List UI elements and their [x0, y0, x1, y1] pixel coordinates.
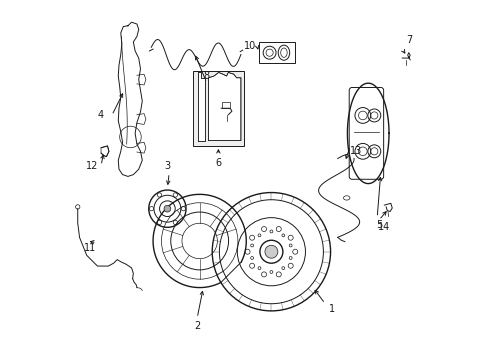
Text: 8: 8: [203, 71, 209, 81]
Circle shape: [163, 205, 170, 212]
Text: 13: 13: [349, 146, 361, 156]
Text: 5: 5: [375, 220, 381, 230]
Bar: [192, 71, 244, 146]
Circle shape: [264, 245, 277, 258]
Polygon shape: [198, 72, 204, 140]
Polygon shape: [208, 72, 241, 140]
Text: 11: 11: [83, 243, 96, 253]
Bar: [222, 102, 230, 108]
Text: 7: 7: [406, 35, 412, 45]
Text: 9: 9: [218, 118, 224, 128]
Text: 4: 4: [98, 111, 104, 121]
Polygon shape: [101, 146, 109, 157]
Text: 6: 6: [215, 158, 221, 168]
Text: 3: 3: [164, 161, 170, 171]
Text: 14: 14: [377, 222, 390, 231]
Text: 12: 12: [86, 161, 98, 171]
Bar: [258, 42, 294, 63]
Text: 2: 2: [194, 321, 200, 331]
Text: 10: 10: [243, 41, 256, 50]
Text: 1: 1: [328, 304, 334, 314]
